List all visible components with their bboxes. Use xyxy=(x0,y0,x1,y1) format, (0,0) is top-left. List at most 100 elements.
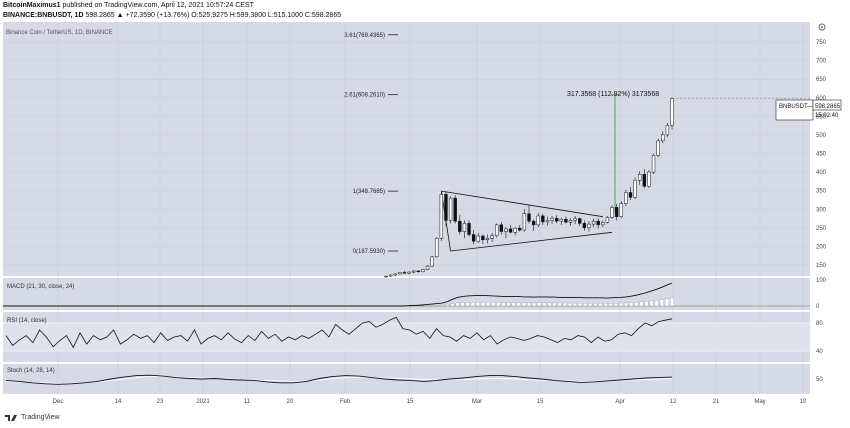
bearish-candle-body xyxy=(518,227,522,231)
price-panel xyxy=(3,22,810,276)
bullish-candle-body xyxy=(513,227,517,233)
macd-histogram-bar xyxy=(542,302,547,307)
bearish-candle-body xyxy=(402,272,407,274)
price-badge-sep: — xyxy=(807,104,813,110)
bearish-candle-body xyxy=(416,270,420,272)
macd-histogram-bar xyxy=(455,302,460,307)
y-tick-label: 350 xyxy=(816,189,827,195)
x-tick-label: 2021 xyxy=(196,399,210,405)
candle xyxy=(448,196,453,224)
indicator-tick-label: 80 xyxy=(816,321,823,327)
bullish-candle-body xyxy=(545,220,550,223)
macd-histogram-bar xyxy=(557,302,562,307)
bullish-candle-body xyxy=(536,215,540,226)
x-tick-label: Apr xyxy=(615,399,624,405)
fib-level-label: 2.61(608.2610) xyxy=(344,93,385,99)
bearish-candle-body xyxy=(531,220,536,226)
macd-histogram-bar xyxy=(670,297,674,307)
candle xyxy=(444,191,448,226)
bullish-candle-body xyxy=(559,219,563,222)
bearish-candle-body xyxy=(578,218,582,224)
bullish-candle-body xyxy=(550,217,554,221)
tradingview-logo[interactable]: TradingView xyxy=(4,413,60,422)
bullish-candle-body xyxy=(430,256,434,267)
bearish-candle-body xyxy=(508,228,513,233)
macd-histogram-bar xyxy=(659,299,664,307)
bullish-candle-body xyxy=(633,180,637,198)
price-badge-symbol: BNBUSDT xyxy=(779,104,808,110)
macd-histogram-bar xyxy=(521,302,526,307)
candle xyxy=(582,220,587,231)
gear-ring xyxy=(818,23,826,31)
bearish-candle-body xyxy=(499,224,504,232)
candle xyxy=(665,123,670,138)
bullish-candle-body xyxy=(591,220,596,225)
candle xyxy=(499,221,504,235)
macd-histogram-bar xyxy=(516,302,521,307)
macd-histogram-bar xyxy=(583,302,588,307)
macd-histogram-bar xyxy=(501,302,506,307)
rsi-line xyxy=(5,316,673,349)
candle xyxy=(545,216,550,226)
x-tick-label: 23 xyxy=(157,399,164,405)
rsi-label: RSI (14, close) xyxy=(7,318,47,324)
candle xyxy=(541,213,545,225)
bullish-candle-body xyxy=(462,223,467,232)
bullish-candle-body xyxy=(485,237,490,240)
y-tick-label: 250 xyxy=(816,226,827,232)
candle xyxy=(647,170,651,188)
bullish-candle-body xyxy=(435,237,439,258)
x-tick-label: 12 xyxy=(670,399,677,405)
macd-histogram-bar xyxy=(608,302,613,307)
x-tick-label: 21 xyxy=(713,399,720,405)
macd-histogram-bar xyxy=(537,302,542,307)
bullish-candle-body xyxy=(398,272,402,275)
publish-header: BitcoinMaximus1 published on TradingView… xyxy=(0,0,850,22)
publish-line: BitcoinMaximus1 published on TradingView… xyxy=(3,2,254,9)
candle xyxy=(411,270,416,274)
candle xyxy=(601,220,605,228)
bearish-candle-body xyxy=(541,215,545,223)
y-tick-label: 450 xyxy=(816,152,827,158)
bullish-candle-body xyxy=(601,222,605,226)
macd-histogram-bar xyxy=(511,302,516,307)
bullish-candle-body xyxy=(619,203,623,217)
bearish-candle-body xyxy=(467,223,471,235)
macd-histogram-bar xyxy=(639,301,644,307)
bullish-candle-body xyxy=(448,197,453,221)
candle xyxy=(596,218,600,229)
macd-histogram-bar xyxy=(445,304,450,307)
macd-label: MACD (21, 30, close, 24) xyxy=(7,284,74,290)
candle xyxy=(628,186,633,200)
bullish-candle-body xyxy=(388,274,393,277)
triangle-upper-trendline xyxy=(441,190,603,218)
settings-gear-icon[interactable] xyxy=(818,23,826,31)
footer-bar: TradingView xyxy=(0,408,850,428)
x-tick-label: 15 xyxy=(537,399,544,405)
y-tick-label: 650 xyxy=(816,77,827,83)
macd-histogram-bar xyxy=(475,302,480,307)
price-badge-price: 598.2865 xyxy=(815,104,841,110)
fib-level-label: 0(187.5930) xyxy=(353,249,385,255)
symbol-prefix: BINANCE:BNBUSDT, 1D xyxy=(3,12,84,19)
chart-canvas[interactable]: 3.61(769.4365) 2.61(608.2610) 1(348.7685) 0… xyxy=(0,22,850,408)
candle xyxy=(638,171,642,185)
candle xyxy=(554,215,559,224)
macd-histogram-bar xyxy=(603,303,608,307)
author-name[interactable]: BitcoinMaximus1 xyxy=(3,2,61,9)
macd-histogram-bar xyxy=(578,302,583,307)
macd-histogram-bar xyxy=(567,302,572,307)
candle xyxy=(661,131,665,144)
candle xyxy=(518,224,522,232)
candle xyxy=(425,265,430,271)
y-tick-label: 400 xyxy=(816,170,827,176)
macd-histogram-bar xyxy=(598,302,603,307)
bearish-candle-body xyxy=(458,220,462,232)
candle xyxy=(670,97,674,130)
candle xyxy=(614,204,619,221)
macd-panel xyxy=(3,278,810,310)
macd-histogram-bar xyxy=(470,302,475,307)
bullish-candle-body xyxy=(439,194,444,239)
bearish-candle-body xyxy=(642,174,647,187)
candle xyxy=(471,229,476,245)
